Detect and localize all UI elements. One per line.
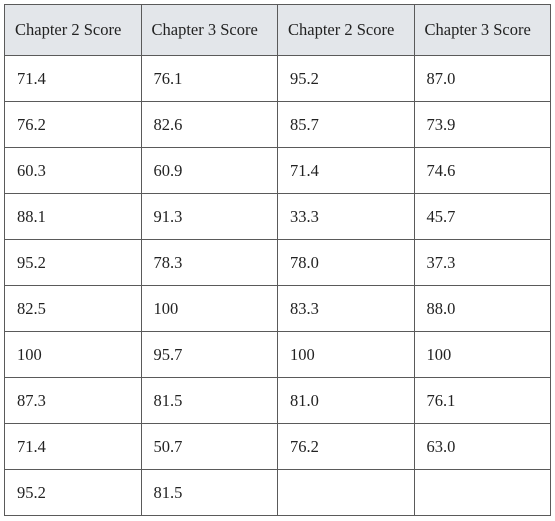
- table-cell: 87.3: [4, 377, 142, 424]
- table-cell: 76.2: [277, 423, 415, 470]
- table-cell: 88.1: [4, 193, 142, 240]
- table-row: 95.2 78.3 78.0 37.3: [4, 239, 551, 286]
- table-cell: 91.3: [140, 193, 278, 240]
- table-cell: 100: [140, 285, 278, 332]
- table-row: 100 95.7 100 100: [4, 331, 551, 378]
- table-cell: 63.0: [413, 423, 551, 470]
- table-row: 87.3 81.5 81.0 76.1: [4, 377, 551, 424]
- table-cell: 76.1: [413, 377, 551, 424]
- table-cell: 33.3: [277, 193, 415, 240]
- table-cell: [413, 469, 551, 516]
- table-cell: 81.0: [277, 377, 415, 424]
- table-cell: 76.2: [4, 101, 142, 148]
- table-cell: 100: [4, 331, 142, 378]
- table-row: 76.2 82.6 85.7 73.9: [4, 101, 551, 148]
- scores-table: Chapter 2 Score Chapter 3 Score Chapter …: [4, 4, 551, 516]
- table-cell: 95.2: [277, 55, 415, 102]
- table-cell: 50.7: [140, 423, 278, 470]
- table-cell: 73.9: [413, 101, 551, 148]
- table-cell: 82.6: [140, 101, 278, 148]
- table-cell: 95.2: [4, 469, 142, 516]
- table-cell: 74.6: [413, 147, 551, 194]
- header-cell-chapter-3-score-a: Chapter 3 Score: [140, 4, 278, 56]
- table-row: 71.4 76.1 95.2 87.0: [4, 55, 551, 102]
- table-cell: 95.2: [4, 239, 142, 286]
- table-cell: 100: [413, 331, 551, 378]
- table-cell: 95.7: [140, 331, 278, 378]
- table-cell: 78.0: [277, 239, 415, 286]
- table-cell: 71.4: [4, 55, 142, 102]
- table-cell: 83.3: [277, 285, 415, 332]
- table-cell: 85.7: [277, 101, 415, 148]
- table-row: 71.4 50.7 76.2 63.0: [4, 423, 551, 470]
- table-cell: 60.3: [4, 147, 142, 194]
- table-cell: [277, 469, 415, 516]
- table-row: 82.5 100 83.3 88.0: [4, 285, 551, 332]
- table-cell: 71.4: [277, 147, 415, 194]
- table-cell: 81.5: [140, 469, 278, 516]
- table-body: 71.4 76.1 95.2 87.0 76.2 82.6 85.7 73.9 60.3 60.9…: [4, 55, 551, 516]
- table-row: 95.2 81.5: [4, 469, 551, 516]
- table-cell: 71.4: [4, 423, 142, 470]
- table-cell: 60.9: [140, 147, 278, 194]
- table-cell: 45.7: [413, 193, 551, 240]
- table-row: 60.3 60.9 71.4 74.6: [4, 147, 551, 194]
- table-cell: 76.1: [140, 55, 278, 102]
- table-cell: 100: [277, 331, 415, 378]
- header-cell-chapter-2-score-b: Chapter 2 Score: [277, 4, 415, 56]
- table-cell: 37.3: [413, 239, 551, 286]
- header-row: Chapter 2 Score Chapter 3 Score Chapter …: [4, 4, 551, 56]
- table-cell: 78.3: [140, 239, 278, 286]
- table-header: Chapter 2 Score Chapter 3 Score Chapter …: [4, 4, 551, 56]
- table-cell: 81.5: [140, 377, 278, 424]
- table-row: 88.1 91.3 33.3 45.7: [4, 193, 551, 240]
- table-cell: 88.0: [413, 285, 551, 332]
- header-cell-chapter-3-score-b: Chapter 3 Score: [413, 4, 551, 56]
- header-cell-chapter-2-score-a: Chapter 2 Score: [4, 4, 142, 56]
- table-cell: 87.0: [413, 55, 551, 102]
- table-cell: 82.5: [4, 285, 142, 332]
